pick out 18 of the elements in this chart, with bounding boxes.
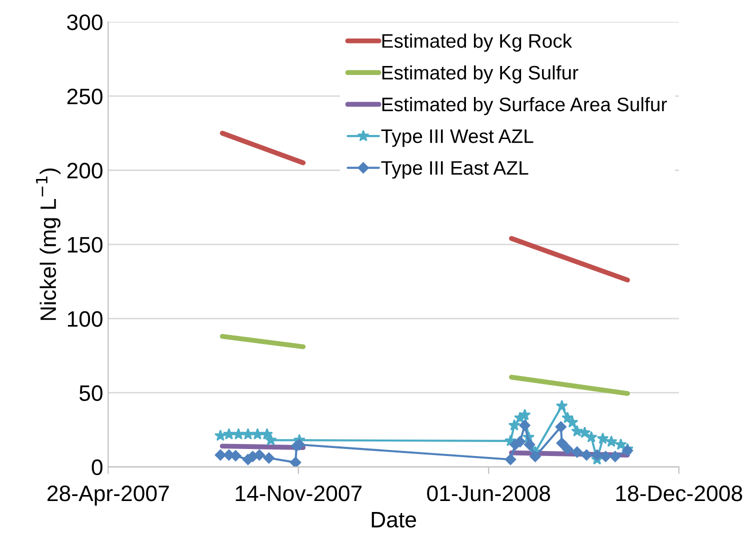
y-tick-label: 50 — [79, 385, 102, 402]
legend-label: Estimated by Kg Sulfur — [382, 65, 578, 84]
y-tick-label: 250 — [67, 88, 102, 104]
y-axis-title: Nickel (mg L$^{−1}$) — [36, 168, 60, 320]
x-axis-title: Date — [372, 512, 416, 528]
legend-label: Type III East AZL — [381, 161, 528, 179]
y-tick-label: 0 — [92, 459, 102, 476]
x-tick-label: 14-Nov-2007 — [236, 486, 362, 502]
y-tick-label: 150 — [68, 236, 102, 253]
legend-label: Type III West AZL — [381, 130, 534, 147]
x-tick-label: 18-Dec-2008 — [616, 486, 742, 502]
y-tick-label: 200 — [67, 162, 102, 179]
x-tick-label: 28-Apr-2007 — [48, 486, 169, 506]
x-tick-label: 01-Jun-2008 — [427, 486, 550, 502]
y-tick-label: 100 — [68, 311, 102, 327]
y-tick-label: 300 — [67, 14, 102, 30]
legend-label: Estimated by Kg Rock — [382, 34, 572, 52]
legend-label: Estimated by Surface Area Sulfur — [382, 97, 667, 116]
